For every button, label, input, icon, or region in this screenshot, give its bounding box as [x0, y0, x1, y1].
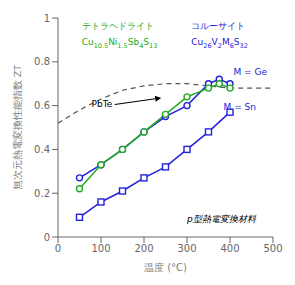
svg-text:200: 200 — [134, 243, 153, 254]
svg-text:テトラヘドライト: テトラヘドライト — [82, 22, 154, 32]
svg-text:温度 (°C): 温度 (°C) — [144, 262, 187, 273]
svg-text:Cu26V2M6S32: Cu26V2M6S32 — [191, 37, 248, 49]
svg-text:M = Sn: M = Sn — [224, 101, 256, 111]
svg-text:無次元熱電変換性能指数 ZT: 無次元熱電変換性能指数 ZT — [12, 65, 23, 191]
svg-text:400: 400 — [220, 243, 239, 254]
svg-text:300: 300 — [177, 243, 196, 254]
svg-text:0.2: 0.2 — [34, 188, 50, 199]
svg-text:0.8: 0.8 — [34, 56, 50, 67]
svg-text:0.6: 0.6 — [34, 100, 50, 111]
svg-text:0.4: 0.4 — [34, 144, 50, 155]
svg-text:p型熱電変換材料: p型熱電変換材料 — [186, 214, 257, 224]
svg-text:Cu10.5Ni1.5Sb4S13: Cu10.5Ni1.5Sb4S13 — [82, 37, 158, 49]
svg-text:PbTe: PbTe — [92, 99, 113, 109]
svg-text:1: 1 — [44, 13, 50, 24]
svg-text:500: 500 — [263, 243, 282, 254]
svg-text:コルーサイト: コルーサイト — [191, 22, 245, 32]
svg-text:0: 0 — [55, 243, 61, 254]
svg-text:0: 0 — [44, 232, 50, 243]
svg-text:100: 100 — [91, 243, 110, 254]
svg-text:M = Ge: M = Ge — [233, 66, 267, 76]
